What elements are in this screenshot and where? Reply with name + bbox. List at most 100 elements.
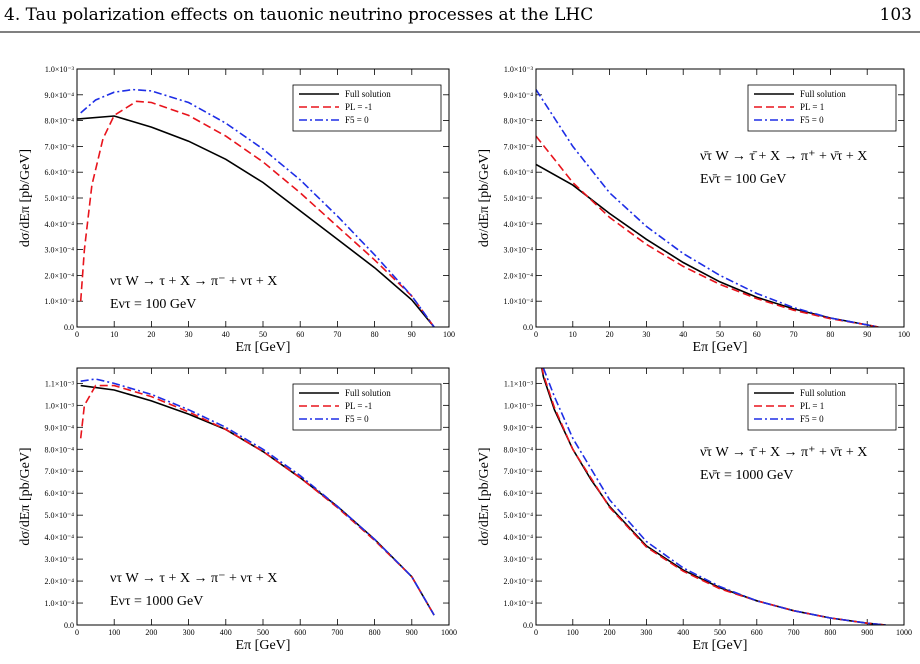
y-tick-label: 3.0×10⁻⁴: [44, 246, 74, 255]
x-tick-label: 100: [567, 628, 579, 637]
y-tick-label: 6.0×10⁻⁴: [503, 168, 533, 177]
legend-box: [747, 383, 897, 431]
legend-label: F5 = 0: [800, 414, 824, 424]
plot-frame: [76, 68, 450, 328]
x-tick-label: 0: [75, 330, 79, 339]
x-tick-label: 70: [790, 330, 798, 339]
y-tick-label: 2.0×10⁻⁴: [44, 271, 74, 280]
x-tick-label: 10: [110, 330, 118, 339]
legend-label: PL = 1: [800, 401, 824, 411]
y-tick-label: 6.0×10⁻⁴: [44, 489, 74, 498]
y-tick-label: 0.0: [64, 323, 74, 332]
x-tick-label: 0: [75, 628, 79, 637]
y-tick-label: 1.0×10⁻⁴: [503, 297, 533, 306]
y-axis-label: dσ/dEπ [pb/GeV]: [477, 447, 492, 545]
y-tick-label: 5.0×10⁻⁴: [503, 511, 533, 520]
data-line: [80, 88, 435, 327]
x-tick-label: 40: [679, 330, 687, 339]
x-tick-label: 400: [677, 628, 689, 637]
x-axis-label: Eπ [GeV]: [236, 638, 291, 653]
x-axis-label: Eπ [GeV]: [693, 638, 748, 653]
plot-frame: [76, 367, 450, 626]
x-tick-label: 700: [788, 628, 800, 637]
y-tick-label: 9.0×10⁻⁴: [503, 91, 533, 100]
legend-label: Full solution: [345, 388, 391, 398]
x-tick-label: 400: [220, 628, 232, 637]
x-tick-label: 500: [714, 628, 726, 637]
y-tick-label: 5.0×10⁻⁴: [503, 194, 533, 203]
data-line: [79, 100, 435, 327]
legend-box: [292, 383, 442, 431]
legend-label: Full solution: [800, 388, 846, 398]
y-tick-label: 7.0×10⁻⁴: [44, 142, 74, 151]
y-tick-label: 6.0×10⁻⁴: [44, 168, 74, 177]
y-tick-label: 1.0×10⁻³: [504, 65, 534, 74]
y-axis-label: dσ/dEπ [pb/GeV]: [18, 149, 33, 247]
y-tick-label: 8.0×10⁻⁴: [44, 117, 74, 126]
y-tick-label: 0.0: [64, 621, 74, 630]
y-tick-label: 3.0×10⁻⁴: [44, 555, 74, 564]
x-tick-label: 700: [331, 628, 343, 637]
x-tick-label: 40: [222, 330, 230, 339]
y-tick-label: 7.0×10⁻⁴: [44, 467, 74, 476]
y-tick-label: 0.0: [523, 323, 533, 332]
y-tick-label: 3.0×10⁻⁴: [503, 246, 533, 255]
x-tick-label: 30: [642, 330, 650, 339]
page-number: 103: [880, 5, 912, 25]
x-tick-label: 600: [294, 628, 306, 637]
y-tick-label: 0.0: [523, 621, 533, 630]
y-tick-label: 1.1×10⁻³: [45, 379, 75, 388]
data-line: [77, 115, 435, 327]
y-tick-label: 3.0×10⁻⁴: [503, 555, 533, 564]
y-tick-label: 2.0×10⁻⁴: [503, 271, 533, 280]
data-line: [542, 368, 886, 625]
y-axis-label: dσ/dEπ [pb/GeV]: [477, 149, 492, 247]
x-tick-label: 30: [185, 330, 193, 339]
x-tick-label: 900: [861, 628, 873, 637]
y-tick-label: 1.0×10⁻³: [45, 401, 75, 410]
x-tick-label: 200: [604, 628, 616, 637]
x-tick-label: 90: [408, 330, 416, 339]
y-tick-label: 1.1×10⁻³: [504, 379, 534, 388]
annotation: ντ W → τ + X → π⁻ + ντ + X: [110, 274, 277, 289]
x-tick-label: 1000: [896, 628, 912, 637]
annotation: Eν̄τ = 1000 GeV: [700, 468, 793, 483]
y-tick-label: 7.0×10⁻⁴: [503, 142, 533, 151]
plot-panel: 0 100 200 300 400 500 600 700 800 900 1000 0.0 1.0×1…: [18, 367, 457, 653]
x-tick-label: 100: [443, 330, 455, 339]
legend-label: Full solution: [345, 89, 391, 99]
x-tick-label: 200: [145, 628, 157, 637]
data-line: [536, 89, 879, 327]
y-tick-label: 1.0×10⁻³: [504, 401, 534, 410]
y-tick-label: 6.0×10⁻⁴: [503, 489, 533, 498]
x-tick-label: 0: [534, 330, 538, 339]
x-tick-label: 90: [863, 330, 871, 339]
legend-box: [292, 84, 442, 132]
y-tick-label: 4.0×10⁻⁴: [44, 533, 74, 542]
data-line: [536, 163, 879, 327]
running-header: 4. Tau polarization effects on tauonic n…: [4, 5, 593, 25]
plot-panel: 0 10 20 30 40 50 60 70 80 90 100 0.0 1.0×10⁻⁴ 2.0×10⁻…: [477, 65, 910, 355]
x-tick-label: 500: [257, 628, 269, 637]
x-tick-label: 900: [406, 628, 418, 637]
x-tick-label: 50: [716, 330, 724, 339]
y-tick-label: 7.0×10⁻⁴: [503, 467, 533, 476]
legend-label: PL = -1: [345, 401, 372, 411]
annotation: ν̄τ W → τ̄ + X → π⁺ + ν̄τ + X: [700, 445, 867, 460]
plot-panel: 0 10 20 30 40 50 60 70 80 90 100 0.0 1.0×10⁻⁴ 2.0×10⁻…: [18, 65, 455, 355]
annotation: Eντ = 100 GeV: [110, 297, 196, 312]
x-tick-label: 60: [296, 330, 304, 339]
y-tick-label: 1.0×10⁻⁴: [44, 599, 74, 608]
x-tick-label: 10: [569, 330, 577, 339]
y-tick-label: 2.0×10⁻⁴: [44, 577, 74, 586]
x-tick-label: 80: [371, 330, 379, 339]
plot-frame: [535, 68, 905, 328]
legend-box: [747, 84, 897, 132]
y-tick-label: 8.0×10⁻⁴: [503, 445, 533, 454]
y-tick-label: 9.0×10⁻⁴: [44, 423, 74, 432]
x-tick-label: 100: [108, 628, 120, 637]
y-axis-label: dσ/dEπ [pb/GeV]: [18, 447, 33, 545]
x-axis-label: Eπ [GeV]: [236, 340, 291, 355]
x-tick-label: 100: [898, 330, 910, 339]
